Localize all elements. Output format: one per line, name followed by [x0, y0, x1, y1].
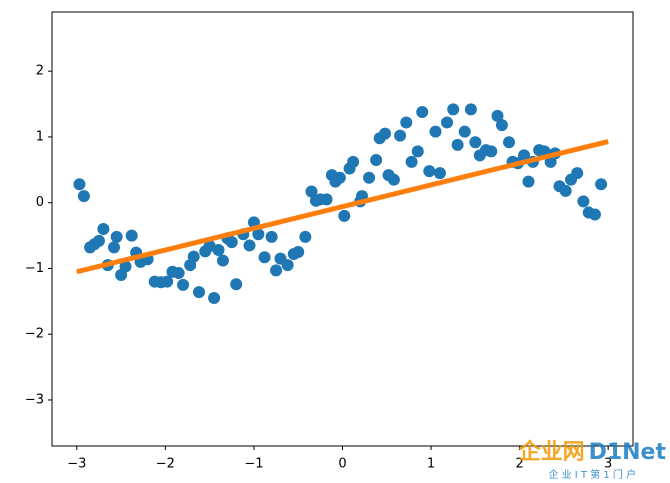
point [405, 155, 418, 168]
point [125, 229, 138, 242]
x-tick-label: 2 [515, 457, 523, 472]
point [495, 119, 508, 132]
point [577, 195, 590, 208]
point [464, 103, 477, 116]
fit-line [76, 139, 609, 275]
point [77, 190, 90, 203]
point [571, 167, 584, 180]
point [416, 105, 429, 118]
point [347, 155, 360, 168]
point [97, 223, 110, 235]
watermark: 企业网 D1Net 企 业 I T 第 1 门 户 [519, 434, 666, 481]
point [379, 127, 392, 140]
point [503, 136, 516, 149]
point [333, 171, 346, 184]
point [270, 264, 283, 277]
axes-frame [51, 11, 634, 447]
point [588, 208, 601, 221]
point [177, 278, 190, 291]
point [281, 259, 294, 272]
point [172, 267, 185, 280]
y-tick-label: −3 [25, 392, 44, 407]
point [458, 125, 471, 138]
point [451, 138, 464, 151]
point [447, 103, 460, 116]
point [265, 230, 278, 243]
point [338, 209, 351, 222]
point [370, 153, 383, 166]
point [252, 228, 265, 241]
point [225, 236, 238, 249]
point [441, 116, 454, 129]
point [400, 116, 413, 129]
point [230, 278, 243, 291]
y-tick-label: 1 [36, 129, 44, 144]
point [292, 246, 305, 259]
y-tick-label: −1 [25, 261, 44, 276]
point [518, 149, 531, 162]
point [212, 244, 225, 257]
point [305, 185, 318, 198]
x-tick-label: −1 [244, 457, 263, 472]
point [193, 286, 206, 299]
point [387, 173, 400, 186]
x-tick-label: 3 [604, 457, 612, 472]
point [559, 184, 572, 197]
x-tick-label: −3 [67, 457, 86, 472]
point [320, 193, 333, 206]
point [363, 171, 376, 184]
point [161, 275, 174, 288]
y-tick-label: −2 [25, 327, 44, 342]
point [110, 230, 123, 243]
point [491, 109, 504, 122]
point [92, 234, 105, 247]
point [73, 178, 86, 191]
brand: 企业网 [518, 440, 585, 465]
point [429, 125, 442, 138]
point [187, 250, 200, 263]
point [411, 145, 424, 158]
watermark-brand: 企业网 D1Net [519, 434, 666, 466]
x-tick-label: 0 [338, 457, 346, 472]
x-tick-label: −2 [156, 457, 175, 472]
slogan: 企 业 I T 第 1 门 户 [548, 470, 637, 481]
point [299, 230, 312, 243]
point [208, 292, 221, 305]
y-tick-label: 2 [36, 64, 44, 79]
logo: D1Net [588, 440, 666, 465]
point [423, 165, 436, 178]
point [595, 178, 608, 191]
point [469, 136, 482, 149]
point [485, 145, 498, 158]
y-tick-label: 0 [36, 195, 44, 210]
point [433, 167, 446, 180]
point [522, 175, 535, 188]
point [394, 129, 407, 142]
x-tick-label: 1 [427, 457, 435, 472]
point [216, 254, 229, 267]
point [258, 251, 271, 264]
point [119, 260, 132, 273]
point [243, 239, 256, 252]
point [107, 241, 120, 254]
